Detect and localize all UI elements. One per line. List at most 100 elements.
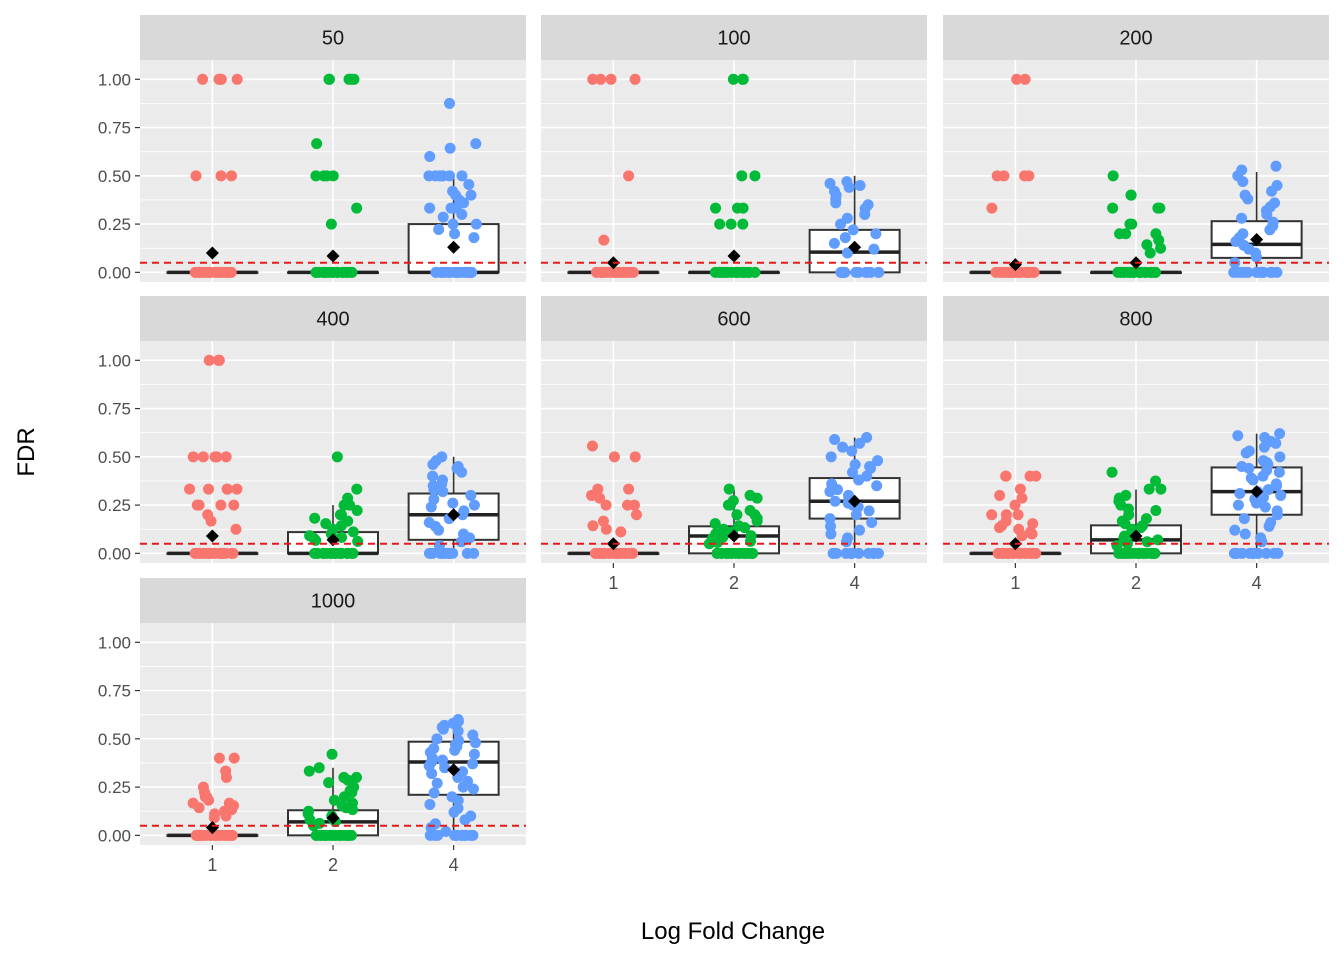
data-point [231,483,243,495]
data-point [863,505,875,517]
data-point [860,266,872,278]
data-point [427,459,439,471]
y-tick-label: 0.25 [98,496,131,515]
data-point [1106,466,1118,478]
data-point [1012,509,1024,521]
data-point [872,266,884,278]
data-point [824,486,836,498]
data-point [220,810,232,822]
facet-panel-50: 50 0.00 0.25 0.50 0.75 1.00 [98,15,526,282]
data-point [1275,489,1287,501]
data-point [737,73,749,85]
data-point [1240,447,1252,459]
data-point [325,218,337,230]
data-point [843,181,855,193]
data-point [739,522,751,534]
data-point [1150,504,1162,516]
data-point [440,825,452,837]
data-point [854,524,866,536]
data-point [1271,480,1283,492]
data-point [1234,488,1246,500]
data-point [1023,170,1035,182]
data-point [629,73,641,85]
facet-panel-200: 200 [943,15,1329,282]
x-tick-label: 2 [729,573,739,593]
data-point [456,170,468,182]
data-point [203,483,215,495]
data-point [1256,536,1268,548]
data-point [1152,534,1164,546]
data-point [448,202,460,214]
data-point [303,765,315,777]
x-tick-label: 4 [1252,573,1262,593]
data-point [343,73,355,85]
data-point [426,768,438,780]
data-point [345,829,357,841]
data-point [231,73,243,85]
data-point [213,752,225,764]
data-point [629,451,641,463]
data-point [751,515,763,527]
x-tick-label: 1 [207,855,217,875]
data-point [828,237,840,249]
data-point [209,451,221,463]
data-point [1107,170,1119,182]
x-axis-title: Log Fold Change [641,918,825,945]
data-point [709,518,721,530]
mean-marker [1008,258,1022,272]
data-point [825,451,837,463]
y-tick-label: 0.75 [98,682,131,701]
data-point [1259,501,1271,513]
data-point [452,725,464,737]
facet-strip [943,15,1329,60]
data-point [468,232,480,244]
y-tick-label: 0.00 [98,826,131,845]
data-point [444,547,456,559]
data-point [323,73,335,85]
facet-strip-label: 100 [717,28,750,50]
data-point [714,218,726,230]
y-tick-label: 0.50 [98,448,131,467]
data-point [615,526,627,538]
data-point [424,798,436,810]
data-point [427,470,439,482]
data-point [749,266,761,278]
mean-marker [1250,485,1264,499]
data-point [465,489,477,501]
data-point [351,483,363,495]
data-point [605,73,617,85]
data-point [1261,208,1273,220]
data-point [827,547,839,559]
data-point [872,455,884,467]
y-tick-label: 0.00 [98,544,131,563]
data-point [444,170,456,182]
data-point [351,504,363,516]
data-point [433,524,445,536]
data-point [1250,497,1262,509]
data-point [190,170,202,182]
data-point [425,547,437,559]
data-point [1028,266,1040,278]
data-point [829,495,841,507]
facet-panel-800: 800 1 2 4 [943,296,1329,593]
y-tick-label: 1.00 [98,70,131,89]
data-point [594,492,606,504]
data-point [841,247,853,259]
data-point [991,170,1003,182]
data-point [1232,430,1244,442]
data-point [197,73,209,85]
x-tick-label: 2 [1131,573,1141,593]
data-point [459,814,471,826]
data-point [846,547,858,559]
data-point [1125,189,1137,201]
data-point [839,232,851,244]
data-point [854,437,866,449]
data-point [470,138,482,150]
data-point [1258,441,1270,453]
data-point [1260,547,1272,559]
data-point [449,228,461,240]
data-point [1030,547,1042,559]
facet-strip [541,15,927,60]
data-point [1124,218,1136,230]
data-point [221,483,233,495]
